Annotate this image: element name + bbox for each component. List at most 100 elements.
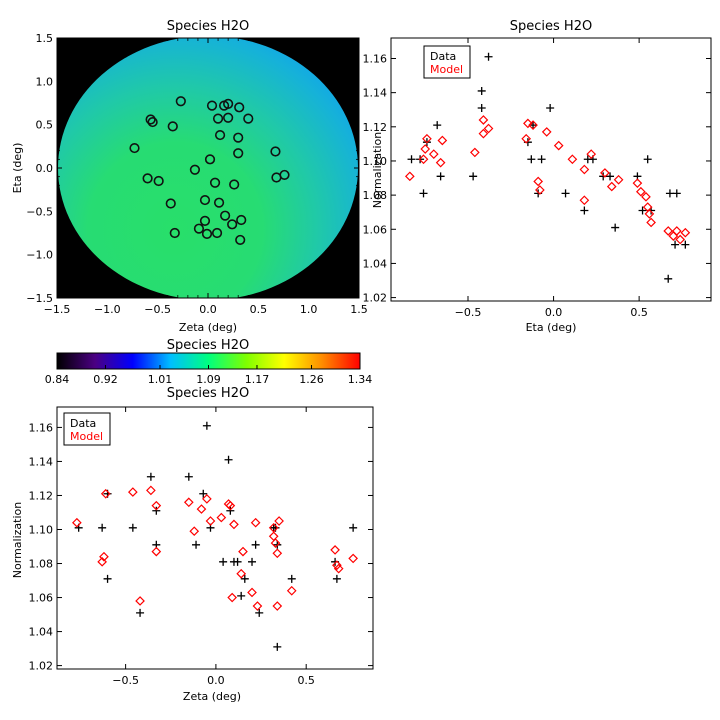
y-tick-label: −1.0: [26, 249, 53, 262]
data-point: [671, 240, 680, 249]
model-point: [330, 545, 340, 555]
model-point: [420, 144, 431, 154]
data-point: [255, 608, 264, 617]
data-point: [332, 574, 341, 583]
data-point: [546, 104, 555, 113]
model-point: [606, 181, 617, 192]
model-point: [286, 585, 297, 596]
data-point: [273, 642, 282, 651]
x-tick-label: 0.0: [545, 306, 563, 319]
sample-circle: [220, 210, 231, 221]
zeta-scatter-legend-box: [63, 412, 111, 446]
y-tick-label: 1.14: [29, 455, 54, 468]
heatmap-disk: [58, 38, 358, 298]
y-tick-label: 0.0: [36, 162, 54, 175]
model-point: [202, 494, 212, 504]
sample-circle: [145, 114, 156, 125]
model-point: [435, 157, 446, 168]
data-point: [477, 86, 486, 95]
eta-scatter-axes: −0.5 0.0 0.5 1.02 1.04 1.06 1.08 1.10 1.12 1.14 1.…: [363, 38, 711, 319]
model-point: [252, 601, 263, 611]
y-tick-label: 1.10: [29, 523, 54, 536]
eta-scatter-xlabel: Eta (deg): [526, 321, 577, 334]
data-point: [103, 574, 112, 583]
model-point: [151, 500, 162, 511]
model-point: [205, 516, 216, 526]
zeta-scatter-markers: [72, 421, 358, 651]
model-point: [422, 133, 432, 144]
sample-circle: [233, 132, 244, 143]
x-tick-label: 1.5: [350, 303, 368, 316]
sample-circle: [223, 112, 234, 123]
y-tick-label: −0.5: [26, 205, 53, 218]
model-point: [151, 546, 162, 557]
y-tick-label: −1.5: [26, 292, 53, 305]
data-point: [580, 206, 589, 215]
data-point: [287, 574, 296, 583]
sample-circle: [243, 113, 254, 124]
y-tick-label: 1.10: [363, 155, 388, 168]
sample-circle: [212, 113, 224, 124]
y-tick-label: 1.08: [363, 189, 388, 202]
model-point: [600, 168, 610, 178]
model-point: [146, 485, 156, 496]
zeta-scatter-axes: −0.5 0.0 0.5 1.02 1.04 1.06 1.08 1.10 1.12 1.14 1.…: [29, 407, 373, 687]
data-point: [146, 472, 155, 481]
y-tick-label: 1.16: [29, 421, 54, 434]
data-point: [611, 223, 620, 232]
data-point: [469, 172, 478, 181]
model-point: [189, 526, 200, 537]
model-point: [272, 548, 283, 559]
model-point: [586, 149, 597, 159]
zeta-legend-model: Model: [70, 430, 103, 443]
zeta-scatter-xlabel: Zeta (deg): [183, 690, 241, 703]
model-point: [404, 171, 415, 182]
colorbar-tick-label: 1.09: [196, 373, 221, 386]
model-point: [483, 123, 494, 134]
model-point: [418, 154, 429, 165]
model-point: [227, 592, 238, 603]
data-point: [199, 489, 208, 498]
sample-circle: [153, 175, 164, 187]
sample-circle: [229, 179, 240, 190]
sample-circle: [235, 234, 246, 246]
zeta-scatter-panel: Species H2O −0.5 0.0 0.5 1.02 1.04 1.06 1.08 1.…: [11, 386, 374, 703]
y-tick-label: 1.04: [363, 257, 388, 270]
data-point: [233, 557, 242, 566]
model-point: [127, 487, 138, 497]
colorbar-title: Species H2O: [167, 338, 249, 353]
sample-circle: [199, 215, 211, 226]
data-point: [665, 189, 674, 198]
zeta-scatter-title: Species H2O: [167, 386, 249, 401]
y-tick-label: 1.14: [363, 87, 388, 100]
heatmap-axes: −1.5 −1.0 −0.5 0.0 0.5 1.0 1.5 −1.5 −1.0 −0.5 0.0 0…: [26, 32, 367, 316]
model-point: [274, 516, 284, 526]
model-point: [333, 563, 344, 574]
model-point: [216, 512, 227, 523]
eta-scatter-ylabel: Normalization: [371, 132, 384, 208]
model-point: [196, 504, 207, 514]
model-point: [533, 176, 544, 187]
sample-circle: [234, 102, 245, 113]
data-point: [240, 574, 249, 583]
data-point: [349, 523, 358, 532]
x-tick-label: 0.0: [207, 674, 225, 687]
model-point: [270, 538, 281, 548]
sample-circle: [223, 98, 234, 109]
data-point: [202, 421, 211, 430]
sample-circle: [165, 198, 176, 209]
model-point: [567, 154, 578, 165]
model-point: [478, 115, 489, 125]
model-point: [646, 217, 656, 228]
colorbar-ticks: 0.84 0.92 1.01 1.09 1.17 1.26 1.34: [45, 365, 372, 386]
data-point: [606, 172, 615, 181]
model-point: [671, 226, 682, 236]
sample-circle: [227, 219, 238, 230]
sample-circle: [201, 228, 213, 239]
y-tick-label: 1.06: [29, 592, 54, 605]
y-tick-label: 1.0: [36, 75, 54, 88]
colorbar-tick-label: 1.26: [299, 373, 324, 386]
x-tick-label: −1.0: [94, 303, 121, 316]
sample-circle: [175, 96, 186, 107]
data-point: [484, 52, 493, 61]
